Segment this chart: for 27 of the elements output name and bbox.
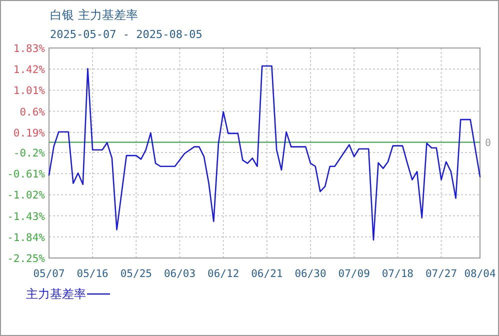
y-tick-label: 0.6%	[20, 106, 46, 118]
x-tick-label: 06/12	[208, 268, 240, 280]
legend-label: 主力基差率	[26, 287, 86, 301]
x-tick-label: 05/16	[76, 268, 108, 280]
y-tick-label: 1.01%	[13, 85, 46, 98]
y-tick-label: 1.83%	[13, 43, 46, 55]
y-tick-label: -1.02%	[7, 190, 46, 202]
x-tick-label: 06/03	[164, 268, 196, 280]
ref-line-label: 0	[485, 138, 492, 150]
x-tick-label: 07/18	[382, 268, 414, 280]
chart-title: 白银 主力基差率	[50, 8, 138, 22]
y-tick-label: -2.25%	[7, 253, 46, 265]
x-tick-label: 07/27	[425, 268, 458, 280]
y-tick-label: -0.61%	[7, 168, 46, 181]
x-tick-label: 06/21	[251, 268, 283, 280]
y-tick-label: -0.2%	[13, 147, 46, 160]
y-tick-label: 1.42%	[13, 64, 46, 76]
x-tick-label: 05/07	[33, 268, 65, 280]
x-tick-label: 06/30	[294, 268, 326, 280]
y-tick-label: 0.19%	[13, 127, 46, 140]
y-tick-label: -1.84%	[7, 232, 46, 244]
x-tick-label: 08/04	[464, 268, 496, 280]
line-series	[48, 65, 481, 241]
y-tick-label: -1.43%	[7, 210, 46, 223]
x-tick-label: 07/09	[338, 268, 370, 280]
chart-subtitle: 2025-05-07 - 2025-08-05	[50, 28, 202, 41]
x-tick-label: 05/25	[120, 268, 152, 280]
